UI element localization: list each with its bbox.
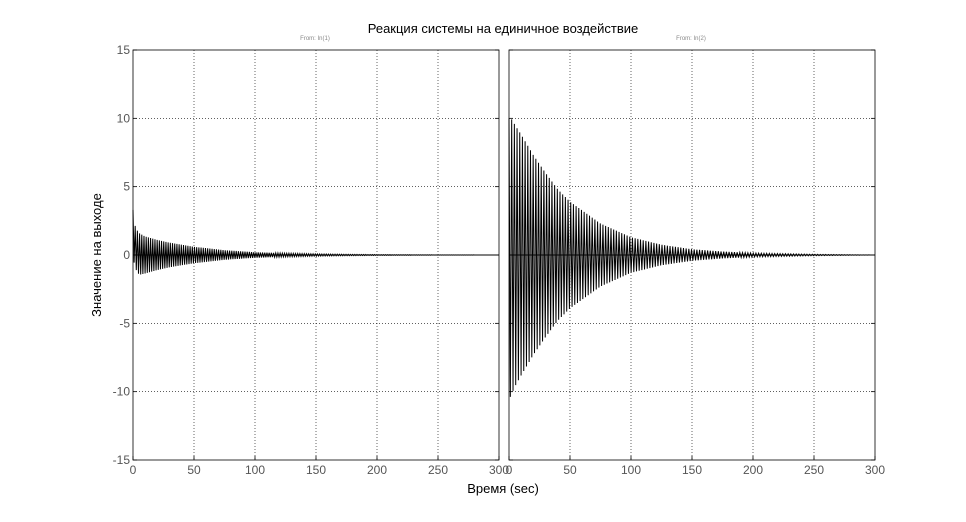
x-tick-label: 250 — [804, 463, 824, 477]
x-tick-label: 0 — [506, 463, 513, 477]
panel-left-subtitle: From: In(1) — [300, 36, 330, 42]
x-tick-label: 100 — [245, 463, 265, 477]
y-tick-label: -15 — [113, 453, 131, 467]
x-tick-label: 250 — [428, 463, 448, 477]
y-tick-label: -5 — [119, 316, 130, 330]
x-tick-label: 200 — [743, 463, 763, 477]
panel-left: From: In(1) 0 50 100 150 200 250 300151050-5-1… — [113, 36, 510, 477]
y-tick-label: 15 — [117, 43, 131, 57]
panel-right: From: In(2) 0 50 100 150 200 250 300 — [506, 36, 886, 477]
chart-title: Реакция системы на единичное воздействие — [368, 21, 639, 36]
series-line-1-0 — [508, 118, 875, 397]
x-tick-label: 300 — [489, 463, 509, 477]
y-tick-label: -10 — [113, 385, 131, 399]
x-tick-label: 100 — [621, 463, 641, 477]
x-tick-label: 150 — [682, 463, 702, 477]
x-axis-label: Время (sec) — [467, 481, 539, 496]
y-axis-label: Значение на выходе — [89, 193, 104, 317]
series-line-0-0 — [132, 209, 499, 275]
x-tick-label: 200 — [367, 463, 387, 477]
x-tick-label: 50 — [563, 463, 577, 477]
y-tick-label: 0 — [123, 248, 130, 262]
panel-right-plot-area: 0 50 100 150 200 250 300 — [506, 49, 885, 477]
panel-right-subtitle: From: In(2) — [676, 36, 706, 42]
x-tick-label: 0 — [130, 463, 137, 477]
y-tick-label: 5 — [123, 180, 130, 194]
x-tick-label: 50 — [187, 463, 201, 477]
x-tick-label: 150 — [306, 463, 326, 477]
x-tick-label: 300 — [865, 463, 885, 477]
y-tick-label: 10 — [117, 111, 131, 125]
